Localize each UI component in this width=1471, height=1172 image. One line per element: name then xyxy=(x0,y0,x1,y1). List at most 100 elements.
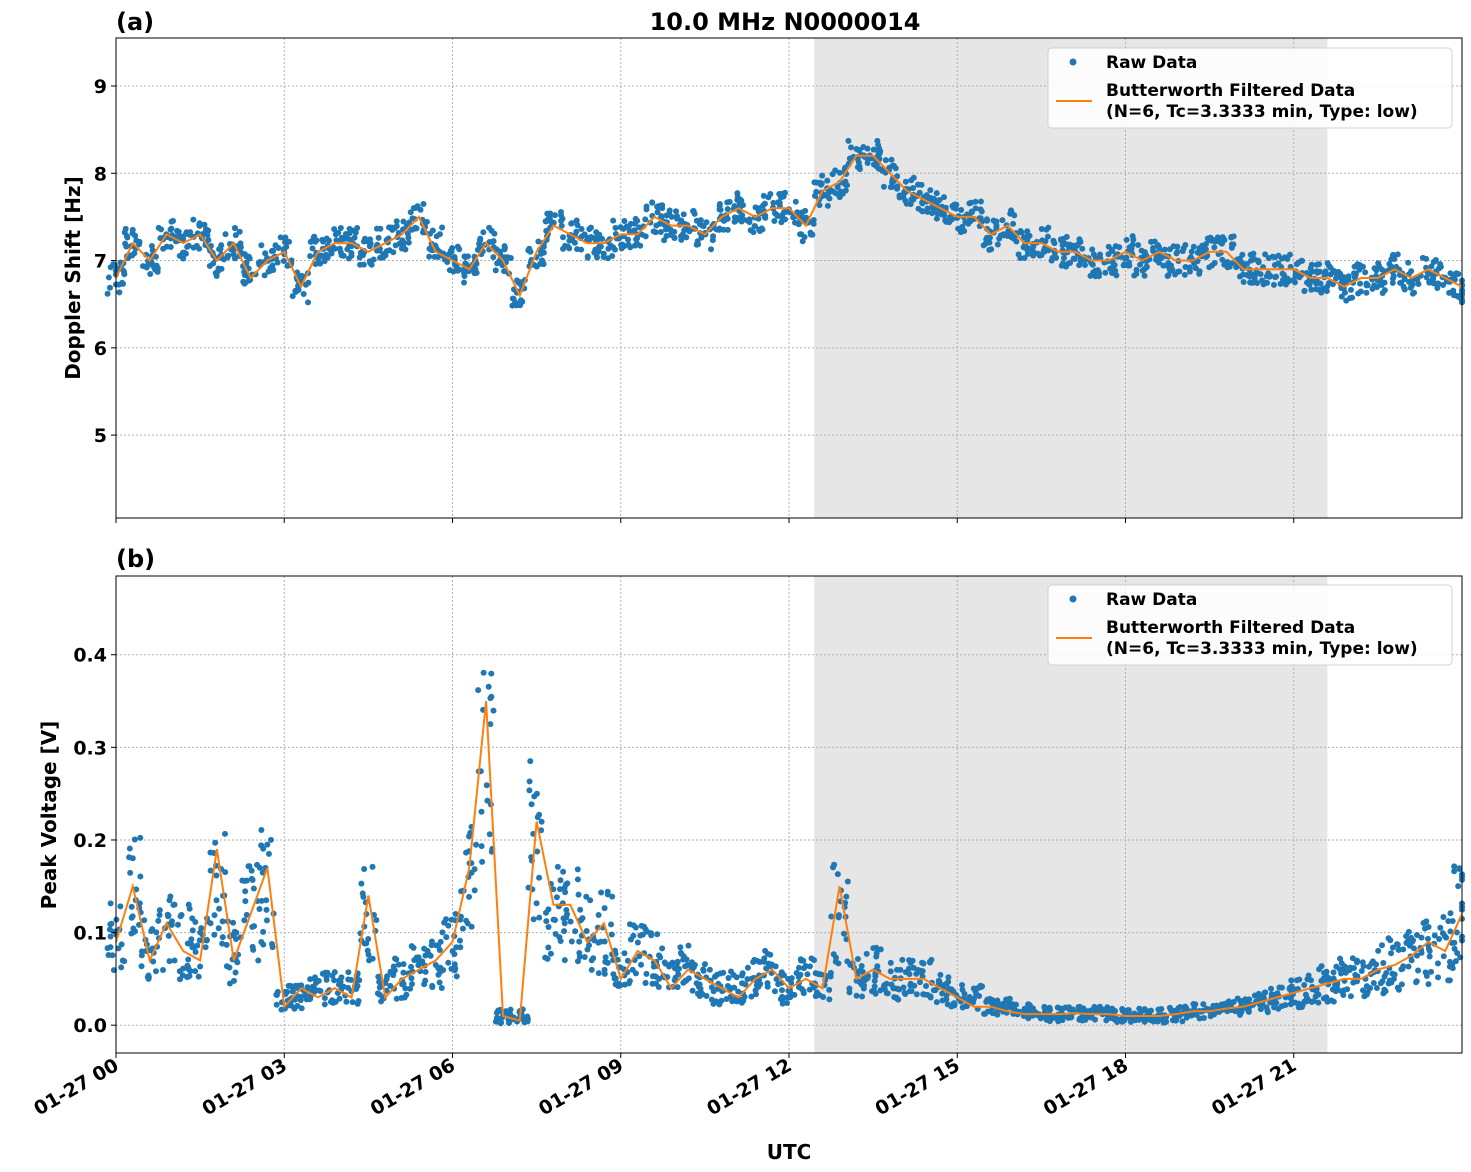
raw-data-point xyxy=(576,953,583,960)
raw-data-point xyxy=(1449,918,1456,925)
raw-data-point xyxy=(1141,272,1148,279)
raw-data-point xyxy=(1380,960,1387,967)
raw-data-point xyxy=(275,245,282,252)
raw-data-point xyxy=(159,966,166,973)
raw-data-point xyxy=(662,960,669,967)
raw-data-point xyxy=(1155,244,1162,251)
raw-data-point xyxy=(609,253,616,260)
raw-data-point xyxy=(141,917,148,924)
raw-data-point xyxy=(187,229,194,236)
raw-data-point xyxy=(454,243,461,250)
raw-data-point xyxy=(362,235,369,242)
raw-data-point xyxy=(1141,1017,1148,1024)
raw-data-point xyxy=(168,921,175,928)
raw-data-point xyxy=(816,202,823,209)
raw-data-point xyxy=(1440,914,1447,921)
raw-data-point xyxy=(1329,281,1336,288)
legend-raw-marker xyxy=(1069,595,1077,603)
raw-data-point xyxy=(1413,952,1420,959)
raw-data-point xyxy=(1233,264,1240,271)
raw-data-point xyxy=(1048,257,1055,264)
raw-data-point xyxy=(1313,286,1320,293)
raw-data-point xyxy=(120,268,127,275)
raw-data-point xyxy=(1406,278,1413,285)
raw-data-point xyxy=(1102,269,1109,276)
raw-data-point xyxy=(1310,998,1317,1005)
raw-data-point xyxy=(408,943,415,950)
raw-data-point xyxy=(429,984,436,991)
raw-data-point xyxy=(1394,984,1401,991)
raw-data-point xyxy=(871,977,878,984)
raw-data-point xyxy=(213,872,220,879)
raw-data-point xyxy=(363,940,370,947)
raw-data-point xyxy=(174,921,181,928)
raw-data-point xyxy=(214,268,221,275)
raw-data-point xyxy=(307,995,314,1002)
raw-data-point xyxy=(826,986,833,993)
raw-data-point xyxy=(854,956,861,963)
raw-data-point xyxy=(1450,292,1457,299)
raw-data-point xyxy=(1239,251,1246,258)
raw-data-point xyxy=(1284,256,1291,263)
raw-data-point xyxy=(728,968,735,975)
raw-data-point xyxy=(332,998,339,1005)
raw-data-point xyxy=(451,254,458,261)
raw-data-point xyxy=(1206,264,1213,271)
raw-data-point xyxy=(680,956,687,963)
raw-data-point xyxy=(779,987,786,994)
raw-data-point xyxy=(477,237,484,244)
raw-data-point xyxy=(800,990,807,997)
raw-data-point xyxy=(612,224,619,231)
raw-data-point xyxy=(795,973,802,980)
raw-data-point xyxy=(953,201,960,208)
raw-data-point xyxy=(373,225,380,232)
raw-data-point xyxy=(189,927,196,934)
raw-data-point xyxy=(466,893,473,900)
raw-data-point xyxy=(655,952,662,959)
raw-data-point xyxy=(391,967,398,974)
raw-data-point xyxy=(561,920,568,927)
raw-data-point xyxy=(748,993,755,1000)
legend-filtered-label-2: (N=6, Tc=3.3333 min, Type: low) xyxy=(1106,102,1418,122)
raw-data-point xyxy=(195,973,202,980)
raw-data-point xyxy=(1440,953,1447,960)
raw-data-point xyxy=(1030,252,1037,259)
raw-data-point xyxy=(1341,289,1348,296)
raw-data-point xyxy=(447,247,454,254)
raw-data-point xyxy=(149,926,156,933)
raw-data-point xyxy=(289,988,296,995)
raw-data-point xyxy=(924,208,931,215)
raw-data-point xyxy=(706,966,713,973)
raw-data-point xyxy=(1401,286,1408,293)
raw-data-point xyxy=(855,147,862,154)
raw-data-point xyxy=(250,946,257,953)
raw-data-point xyxy=(243,877,250,884)
raw-data-point xyxy=(781,209,788,216)
raw-data-point xyxy=(402,985,409,992)
raw-data-point xyxy=(138,963,145,970)
raw-data-point xyxy=(1437,924,1444,931)
raw-data-point xyxy=(1375,260,1382,267)
raw-data-point xyxy=(964,211,971,218)
raw-data-point xyxy=(583,893,590,900)
raw-data-point xyxy=(1004,1000,1011,1007)
raw-data-point xyxy=(1120,262,1127,269)
raw-data-point xyxy=(899,956,906,963)
raw-data-point xyxy=(298,993,305,1000)
raw-data-point xyxy=(106,926,113,933)
raw-data-point xyxy=(542,954,549,961)
raw-data-point xyxy=(1244,260,1251,267)
raw-data-point xyxy=(1008,207,1015,214)
raw-data-point xyxy=(1275,252,1282,259)
raw-data-point xyxy=(1382,988,1389,995)
raw-data-point xyxy=(1190,243,1197,250)
raw-data-point xyxy=(657,202,664,209)
raw-data-point xyxy=(1451,863,1458,870)
raw-data-point xyxy=(248,867,255,874)
raw-data-point xyxy=(196,220,203,227)
raw-data-point xyxy=(1173,250,1180,257)
panel-a-filtered-line xyxy=(115,154,1463,299)
raw-data-point xyxy=(129,913,136,920)
raw-data-point xyxy=(190,244,197,251)
raw-data-point xyxy=(255,957,262,964)
